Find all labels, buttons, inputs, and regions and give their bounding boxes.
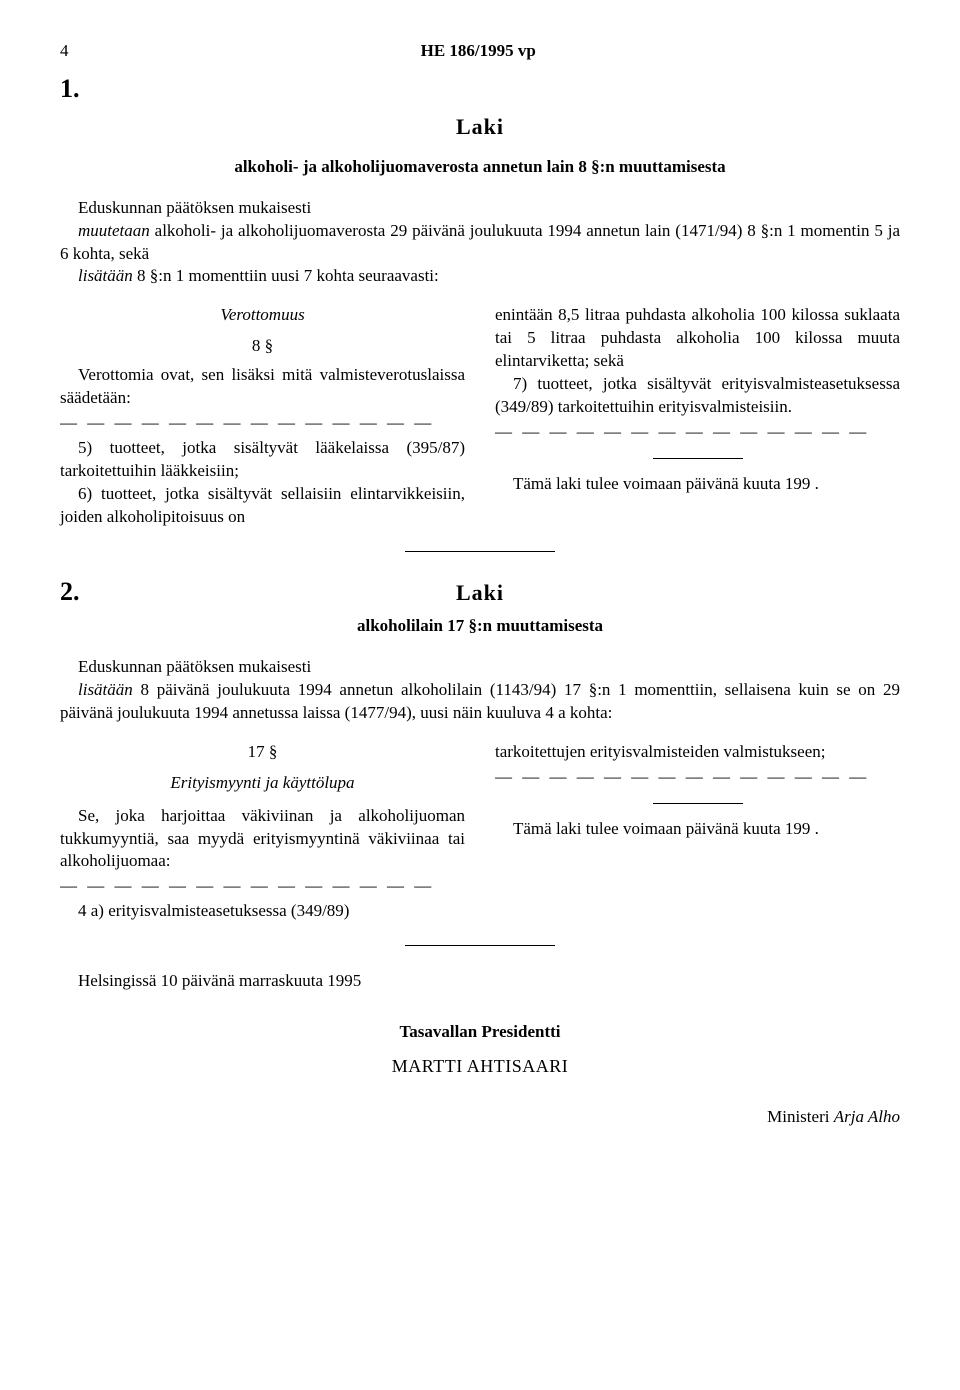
paragraph: Tämä laki tulee voimaan päivänä kuuta 19… [495, 473, 900, 496]
col-heading-italic: Erityismyynti ja käyttölupa [60, 772, 465, 795]
president-block: Tasavallan Presidentti MARTTI AHTISAARI [60, 1021, 900, 1078]
dash-separator: — — — — — — — — — — — — — — [60, 412, 465, 435]
section-1-number: 1. [60, 71, 900, 106]
minister-label: Ministeri [767, 1107, 834, 1126]
preamble-text: 8 §:n 1 momenttiin uusi 7 kohta seuraava… [133, 266, 439, 285]
section-1-left-col: Verottomuus 8 § Verottomia ovat, sen lis… [60, 304, 465, 528]
italic-verb: lisätään [78, 680, 133, 699]
col-heading-section: 8 § [60, 335, 465, 358]
section-1-right-col: enintään 8,5 litraa puhdasta alkoholia 1… [495, 304, 900, 528]
paragraph: Tämä laki tulee voimaan päivänä kuuta 19… [495, 818, 900, 841]
preamble-line: lisätään 8 §:n 1 momenttiin uusi 7 kohta… [60, 265, 900, 288]
paragraph: Se, joka harjoittaa väkiviinan ja alkoho… [60, 805, 465, 874]
col-heading-section: 17 § [60, 741, 465, 764]
preamble-line: muutetaan alkoholi- ja alkoholijuomavero… [60, 220, 900, 266]
section-divider [405, 551, 555, 552]
president-name: MARTTI AHTISAARI [60, 1054, 900, 1078]
section-2-right-col: tarkoitettujen erityisvalmisteiden valmi… [495, 741, 900, 924]
section-1-subtitle: alkoholi- ja alkoholijuomaverosta annetu… [60, 156, 900, 179]
dash-separator: — — — — — — — — — — — — — — [495, 766, 900, 789]
italic-verb: lisätään [78, 266, 133, 285]
place-date: Helsingissä 10 päivänä marraskuuta 1995 [60, 970, 900, 993]
preamble-line: lisätään 8 päivänä joulukuuta 1994 annet… [60, 679, 900, 725]
paragraph: Verottomia ovat, sen lisäksi mitä valmis… [60, 364, 465, 410]
page-number: 4 [60, 40, 69, 63]
short-rule [653, 458, 743, 459]
paragraph: 6) tuotteet, jotka sisältyvät sellaisiin… [60, 483, 465, 529]
paragraph: 5) tuotteet, jotka sisältyvät lääkelaiss… [60, 437, 465, 483]
section-2-columns: 17 § Erityismyynti ja käyttölupa Se, jok… [60, 741, 900, 924]
section-2-subtitle: alkoholilain 17 §:n muuttamisesta [60, 615, 900, 638]
italic-verb: muutetaan [78, 221, 150, 240]
section-1-columns: Verottomuus 8 § Verottomia ovat, sen lis… [60, 304, 900, 528]
preamble-line: Eduskunnan päätöksen mukaisesti [60, 197, 900, 220]
dash-separator: — — — — — — — — — — — — — — [495, 421, 900, 444]
paragraph: tarkoitettujen erityisvalmisteiden valmi… [495, 741, 900, 764]
section-2-header-row: 2. Laki [60, 574, 900, 609]
document-reference: HE 186/1995 vp [421, 40, 536, 63]
paragraph: 4 a) erityisvalmisteasetuksessa (349/89) [60, 900, 465, 923]
section-2-number: 2. [60, 574, 100, 609]
short-rule [653, 803, 743, 804]
dash-separator: — — — — — — — — — — — — — — [60, 875, 465, 898]
paragraph: enintään 8,5 litraa puhdasta alkoholia 1… [495, 304, 900, 373]
preamble-text: alkoholi- ja alkoholijuomaverosta 29 päi… [60, 221, 900, 263]
header-spacer [888, 40, 900, 63]
section-1-law-title: Laki [60, 112, 900, 142]
president-title: Tasavallan Presidentti [60, 1021, 900, 1044]
preamble-line: Eduskunnan päätöksen mukaisesti [60, 656, 900, 679]
preamble-text: 8 päivänä joulukuuta 1994 annetun alkoho… [60, 680, 900, 722]
section-2-left-col: 17 § Erityismyynti ja käyttölupa Se, jok… [60, 741, 465, 924]
section-divider [405, 945, 555, 946]
section-1-preamble: Eduskunnan päätöksen mukaisesti muutetaa… [60, 197, 900, 289]
section-2-law-title: Laki [100, 578, 860, 608]
section-2-preamble: Eduskunnan päätöksen mukaisesti lisätään… [60, 656, 900, 725]
page-header: 4 HE 186/1995 vp [60, 40, 900, 63]
minister-name: Arja Alho [834, 1107, 900, 1126]
minister-line: Ministeri Arja Alho [60, 1106, 900, 1129]
paragraph: 7) tuotteet, jotka sisältyvät erityisval… [495, 373, 900, 419]
col-heading-italic: Verottomuus [60, 304, 465, 327]
